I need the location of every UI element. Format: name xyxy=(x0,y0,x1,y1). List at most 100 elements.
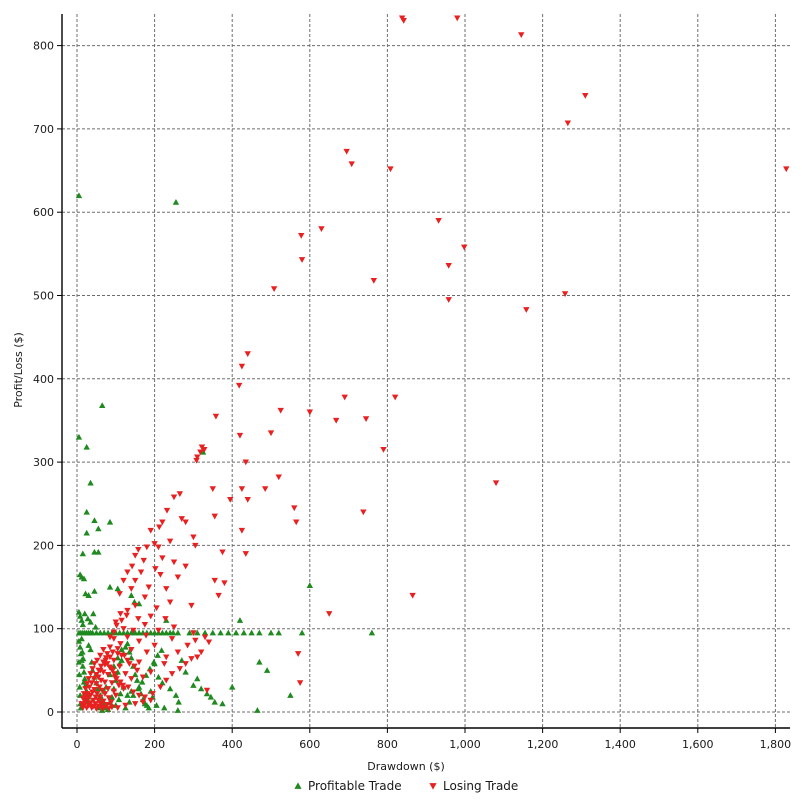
point-losing-trade xyxy=(82,686,89,692)
point-profitable-trade xyxy=(150,658,158,665)
point-losing-trade xyxy=(83,681,91,687)
point-profitable-trade xyxy=(76,643,84,650)
point-profitable-trade xyxy=(81,610,88,617)
point-losing-trade xyxy=(159,519,166,526)
point-losing-trade xyxy=(142,632,150,639)
point-losing-trade xyxy=(370,277,378,284)
point-profitable-trade xyxy=(186,629,193,636)
point-losing-trade xyxy=(238,527,246,534)
point-losing-trade xyxy=(104,701,111,708)
point-losing-trade xyxy=(137,569,145,576)
point-losing-trade xyxy=(130,627,137,634)
x-tick-label: 1,400 xyxy=(604,738,636,751)
point-losing-trade xyxy=(197,449,204,456)
point-profitable-trade xyxy=(256,658,263,665)
point-losing-trade xyxy=(360,509,367,516)
point-losing-trade xyxy=(140,557,147,564)
point-losing-trade xyxy=(93,706,100,712)
point-profitable-trade xyxy=(83,508,90,515)
point-losing-trade xyxy=(182,519,189,526)
point-profitable-trade xyxy=(82,590,89,597)
y-axis-title: Profit/Loss ($) xyxy=(12,332,25,408)
point-losing-trade xyxy=(110,636,118,642)
point-losing-trade xyxy=(131,663,138,670)
point-profitable-trade xyxy=(87,618,94,625)
point-losing-trade xyxy=(192,542,199,549)
point-losing-trade xyxy=(124,607,131,614)
point-losing-trade xyxy=(166,599,174,606)
point-losing-trade xyxy=(152,566,159,572)
point-profitable-trade xyxy=(75,433,83,440)
point-profitable-trade xyxy=(298,629,306,636)
point-losing-trade xyxy=(162,616,169,622)
point-losing-trade xyxy=(211,513,218,520)
point-profitable-trade xyxy=(229,683,236,690)
point-losing-trade xyxy=(104,686,112,692)
point-profitable-trade xyxy=(85,592,92,598)
y-tick-label: 800 xyxy=(33,40,54,53)
point-losing-trade xyxy=(104,661,111,667)
point-losing-trade xyxy=(106,644,114,651)
point-profitable-trade xyxy=(124,692,131,698)
point-profitable-trade xyxy=(83,529,90,536)
point-profitable-trade xyxy=(106,518,114,525)
point-profitable-trade xyxy=(92,623,99,630)
point-profitable-trade xyxy=(138,678,146,685)
point-profitable-trade xyxy=(175,698,182,705)
point-losing-trade xyxy=(564,120,572,127)
point-losing-trade xyxy=(132,701,139,707)
point-losing-trade xyxy=(156,524,163,531)
y-tick-label: 100 xyxy=(33,623,54,636)
point-losing-trade xyxy=(205,639,213,646)
point-losing-trade xyxy=(155,544,162,551)
point-losing-trade xyxy=(155,627,162,634)
point-losing-trade xyxy=(106,664,113,671)
point-losing-trade xyxy=(176,491,184,497)
point-losing-trade xyxy=(122,702,129,709)
point-losing-trade xyxy=(298,232,305,239)
point-losing-trade xyxy=(445,262,452,269)
point-losing-trade xyxy=(108,704,116,711)
point-profitable-trade xyxy=(80,575,88,582)
point-profitable-trade xyxy=(153,702,160,708)
point-losing-trade xyxy=(197,649,205,656)
point-losing-trade xyxy=(293,519,300,526)
point-losing-trade xyxy=(101,691,109,697)
y-tick-label: 200 xyxy=(33,539,54,552)
point-losing-trade xyxy=(306,409,313,416)
point-losing-trade xyxy=(176,666,184,672)
point-losing-trade xyxy=(82,699,89,706)
point-losing-trade xyxy=(238,363,246,370)
point-losing-trade xyxy=(117,679,124,686)
point-losing-trade xyxy=(238,486,246,492)
point-losing-trade xyxy=(298,257,306,263)
point-losing-trade xyxy=(296,680,304,687)
point-losing-trade xyxy=(454,15,461,22)
point-profitable-trade xyxy=(145,704,152,711)
point-profitable-trade xyxy=(118,646,125,653)
point-profitable-trade xyxy=(254,707,261,713)
point-losing-trade xyxy=(182,661,189,667)
point-profitable-trade xyxy=(81,675,88,682)
point-losing-trade xyxy=(92,694,99,701)
point-losing-trade xyxy=(326,611,333,617)
point-losing-trade xyxy=(163,507,171,514)
x-tick-label: 1,000 xyxy=(449,738,481,751)
point-losing-trade xyxy=(244,497,251,503)
point-profitable-trade xyxy=(99,402,106,409)
point-profitable-trade xyxy=(78,635,85,642)
point-losing-trade xyxy=(523,307,530,313)
point-losing-trade xyxy=(93,671,100,678)
legend-label-profitable-trade: Profitable Trade xyxy=(308,779,402,793)
point-profitable-trade xyxy=(306,582,313,588)
point-losing-trade xyxy=(110,629,118,636)
point-losing-trade xyxy=(561,291,569,298)
point-losing-trade xyxy=(235,382,243,389)
point-losing-trade xyxy=(161,661,168,667)
point-losing-trade xyxy=(190,534,197,541)
point-losing-trade xyxy=(116,591,123,597)
point-losing-trade xyxy=(123,612,130,619)
point-losing-trade xyxy=(141,694,149,701)
point-losing-trade xyxy=(380,447,387,453)
point-losing-trade xyxy=(120,686,127,692)
